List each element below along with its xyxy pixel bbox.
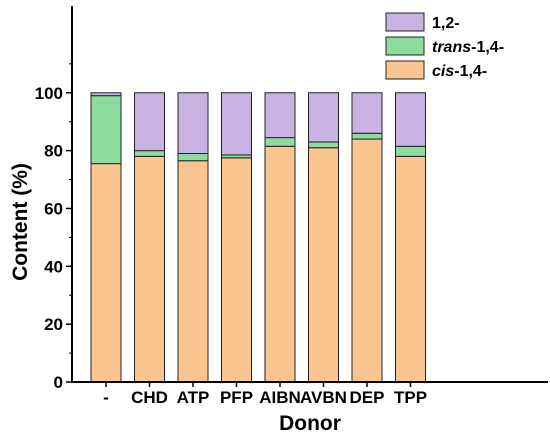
bar-segment-2-8	[395, 145, 426, 157]
legend-label: 1,2-	[432, 15, 460, 32]
bar-segment-2-5	[264, 137, 296, 147]
bar-segment-1-6	[308, 147, 339, 383]
x-tick-label: -	[103, 388, 109, 407]
legend-label-rest: 1,2-	[432, 15, 460, 32]
x-tick-label: TPP	[394, 388, 427, 407]
bar-segment-3-7	[351, 92, 383, 134]
bar-segment-1-7	[351, 138, 383, 383]
legend-swatch	[385, 60, 425, 80]
x-tick-label: AIBN	[259, 388, 301, 407]
x-tick-label: AVBN	[300, 388, 347, 407]
bar-segment-2-7	[351, 132, 383, 140]
legend-swatch	[385, 36, 425, 56]
bar-segment-1-5	[264, 145, 296, 383]
x-tick-label: ATP	[177, 388, 210, 407]
legend-label: cis-1,4-	[432, 63, 487, 80]
x-axis-title: Donor	[279, 412, 341, 435]
legend-label-rest: -1,4-	[471, 39, 504, 56]
y-axis-title: Content (%)	[9, 163, 32, 281]
bar-segment-2-3	[177, 153, 209, 162]
y-tick-label: 40	[44, 257, 63, 276]
bar-segment-1-4	[221, 157, 252, 383]
ticks-group: 0 20 40 60 80 100 - CHD ATP PFP AIBN AVBN DEP TPP	[35, 63, 427, 407]
bar-segment-3-3	[177, 92, 209, 155]
bar-segment-1-2	[134, 155, 165, 383]
x-tick-label: DEP	[350, 388, 385, 407]
bar-segment-2-2	[134, 150, 165, 157]
x-tick-label: CHD	[131, 388, 168, 407]
bar-segment-1-1	[90, 163, 122, 383]
legend-label: trans-1,4-	[432, 39, 504, 56]
legend-swatch	[385, 12, 425, 32]
bar-segment-2-6	[308, 141, 339, 149]
bar-segment-3-1	[90, 92, 122, 97]
bar-segment-3-6	[308, 92, 339, 143]
legend-label-italic: cis	[432, 63, 454, 80]
bars-group	[90, 92, 426, 383]
y-tick-label: 80	[44, 142, 63, 161]
x-tick-label: PFP	[220, 388, 253, 407]
bar-segment-1-8	[395, 155, 426, 383]
legend-label-italic: trans	[432, 39, 471, 56]
y-tick-label: 20	[44, 315, 63, 334]
bar-segment-3-4	[221, 92, 252, 156]
bar-segment-2-1	[90, 95, 122, 165]
bar-segment-1-3	[177, 160, 209, 383]
y-tick-label: 60	[44, 199, 63, 218]
y-tick-label: 0	[54, 373, 63, 392]
bar-segment-3-8	[395, 92, 426, 147]
legend: 1,2-trans-1,4-cis-1,4-	[385, 12, 504, 80]
bar-segment-3-5	[264, 92, 296, 139]
axes-group	[71, 6, 548, 383]
legend-label-rest: -1,4-	[454, 63, 487, 80]
bar-segment-3-2	[134, 92, 165, 152]
y-tick-label: 100	[35, 84, 63, 103]
